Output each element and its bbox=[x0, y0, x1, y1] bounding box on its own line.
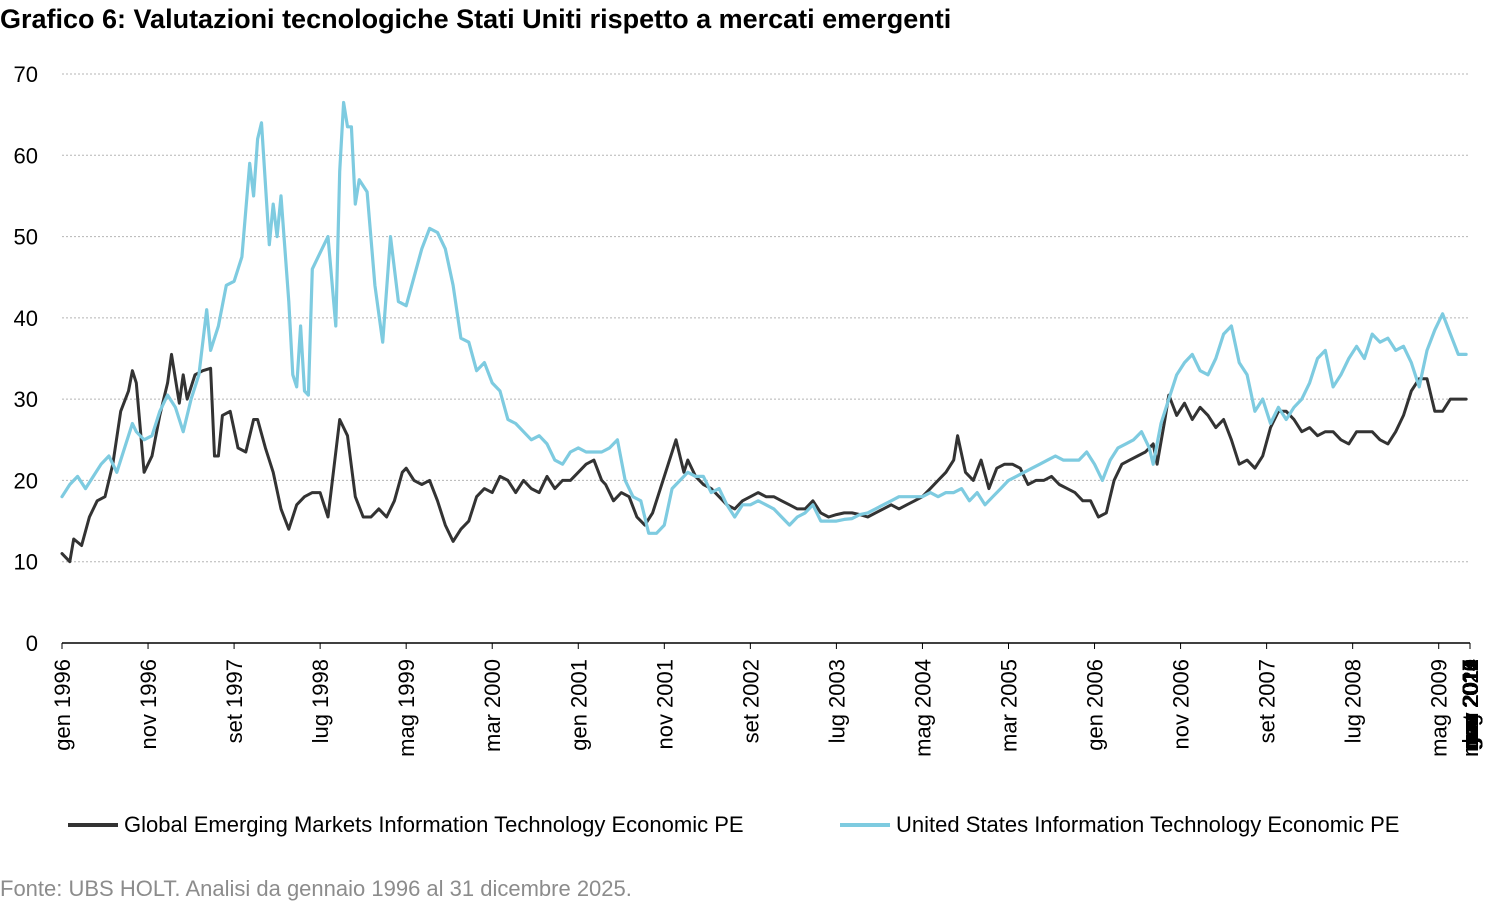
x-tick-label: mag 2009 bbox=[1427, 659, 1452, 757]
x-tick-label: lug 2018 bbox=[1458, 659, 1483, 743]
series-line-emerging-markets bbox=[60, 352, 1468, 564]
y-tick-label: 40 bbox=[14, 306, 38, 331]
x-tick-label: mar 2015 bbox=[1458, 659, 1483, 752]
x-tick-label: nov 2011 bbox=[1458, 659, 1483, 748]
x-tick-label: gen 2016 bbox=[1458, 659, 1483, 751]
x-tick-label: mar 2000 bbox=[480, 659, 505, 752]
x-tick-label: set 2022 bbox=[1458, 659, 1483, 743]
x-tick-label: set 2012 bbox=[1458, 659, 1483, 743]
x-tick-label: mag 2014 bbox=[1458, 659, 1483, 757]
legend-label: United States Information Technology Eco… bbox=[896, 812, 1399, 837]
y-tick-label: 10 bbox=[14, 550, 38, 575]
x-tick-label: gen 2001 bbox=[566, 659, 591, 751]
chart-title: Grafico 6: Valutazioni tecnologiche Stat… bbox=[0, 4, 952, 34]
axes: 0 10 20 30 40 50 60 70 gen 1996 nov 1996 set 1997 l… bbox=[14, 62, 1483, 757]
x-tick-label: lug 2023 bbox=[1458, 659, 1483, 743]
series-line-united-states bbox=[60, 100, 1468, 535]
x-tick-label: mar 2025 bbox=[1458, 659, 1483, 752]
x-tick-label: nov 2006 bbox=[1169, 659, 1194, 750]
x-tick-label: gen 1996 bbox=[50, 659, 75, 751]
x-tick-label: set 1997 bbox=[222, 659, 247, 743]
x-tick-label: lug 2013 bbox=[1458, 659, 1483, 743]
gridlines bbox=[62, 73, 1470, 563]
x-tick-label: gen 2021 bbox=[1458, 659, 1483, 751]
x-tick-label: lug 2003 bbox=[824, 659, 849, 743]
x-tick-label: mar 2005 bbox=[996, 659, 1021, 752]
series-lines bbox=[60, 100, 1468, 564]
legend-label: Global Emerging Markets Information Tech… bbox=[124, 812, 744, 837]
x-tick-label: nov 1996 bbox=[136, 659, 161, 750]
x-tick-label: mag 1999 bbox=[394, 659, 419, 757]
x-tick-label: mar 2020 bbox=[1458, 659, 1483, 752]
y-tick-label: 20 bbox=[14, 468, 38, 493]
x-tick-label: mag 2024 bbox=[1458, 659, 1483, 757]
legend: Global Emerging Markets Information Tech… bbox=[68, 812, 1399, 837]
y-tick-label: 0 bbox=[26, 631, 38, 656]
x-tick-label: nov 2021 bbox=[1458, 659, 1483, 750]
x-tick-label: set 2007 bbox=[1255, 659, 1280, 743]
source-note: Fonte: UBS HOLT. Analisi da gennaio 1996… bbox=[0, 876, 632, 901]
x-tick-label: mag 2004 bbox=[910, 659, 935, 757]
x-tick-label: set 2002 bbox=[738, 659, 763, 743]
x-tick-label: gen 2006 bbox=[1083, 659, 1108, 751]
x-tick-label: nov 2001 bbox=[652, 659, 677, 750]
x-tick-label: gen 2026 bbox=[1458, 659, 1483, 751]
y-tick-label: 60 bbox=[14, 143, 38, 168]
y-tick-label: 50 bbox=[14, 225, 38, 250]
x-tick-label: nov 2016 bbox=[1458, 659, 1483, 750]
x-tick-label: mag 2019 bbox=[1458, 659, 1483, 757]
y-tick-label: 30 bbox=[14, 387, 38, 412]
x-tick-label: set 2017 bbox=[1458, 659, 1483, 743]
x-tick-label: mar 2010 bbox=[1458, 659, 1483, 752]
y-tick-label: 70 bbox=[14, 62, 38, 87]
x-tick-label: gen 2011 bbox=[1458, 659, 1483, 749]
x-tick-label: lug 2008 bbox=[1341, 659, 1366, 743]
x-tick-label: lug 1998 bbox=[308, 659, 333, 743]
